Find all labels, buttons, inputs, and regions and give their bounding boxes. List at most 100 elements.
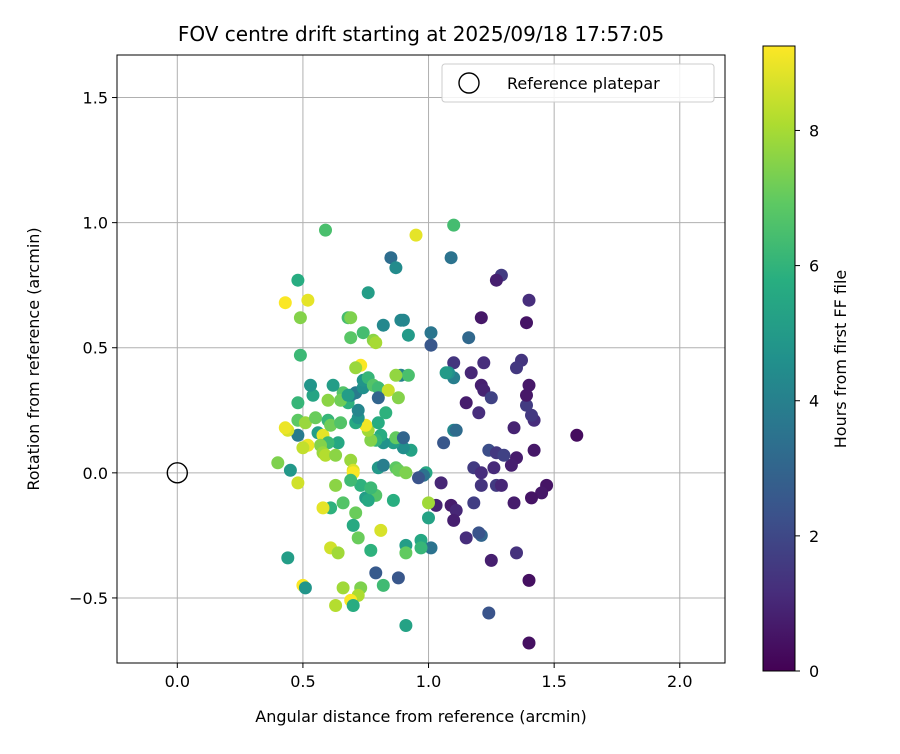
scatter-point bbox=[520, 388, 533, 402]
scatter-point bbox=[396, 431, 410, 445]
scatter-point bbox=[444, 251, 458, 265]
scatter-point bbox=[449, 423, 463, 437]
scatter-point bbox=[329, 478, 343, 492]
scatter-point bbox=[351, 403, 365, 417]
scatter-point bbox=[489, 273, 503, 287]
scatter-point bbox=[271, 456, 285, 470]
scatter-point bbox=[422, 511, 435, 525]
scatter-point bbox=[306, 388, 320, 402]
scatter-point bbox=[336, 581, 350, 595]
scatter-point bbox=[484, 553, 498, 567]
x-tick-label: 1.5 bbox=[541, 672, 566, 691]
scatter-point bbox=[344, 473, 358, 487]
scatter-point bbox=[520, 316, 533, 330]
scatter-point bbox=[291, 476, 305, 490]
scatter-point bbox=[364, 543, 378, 557]
x-tick-label: 0.5 bbox=[290, 672, 315, 691]
scatter-point bbox=[472, 526, 486, 540]
scatter-point bbox=[424, 541, 438, 555]
scatter-point bbox=[316, 501, 330, 515]
scatter-point bbox=[379, 406, 393, 420]
scatter-point bbox=[309, 411, 322, 425]
colorbar-tick-label: 0 bbox=[809, 662, 819, 681]
scatter-point bbox=[351, 531, 365, 545]
y-tick-label: 1.0 bbox=[83, 214, 108, 233]
legend: Reference platepar bbox=[441, 63, 715, 103]
scatter-point bbox=[439, 366, 453, 380]
y-tick-label: 0.0 bbox=[83, 464, 108, 483]
scatter-point bbox=[374, 523, 388, 537]
plot-frame bbox=[116, 54, 726, 664]
scatter-point bbox=[424, 326, 438, 340]
scatter-point bbox=[510, 361, 523, 375]
scatter-point bbox=[447, 356, 461, 370]
y-axis-label: Rotation from reference (arcmin) bbox=[24, 227, 43, 490]
scatter-point bbox=[326, 378, 340, 392]
scatter-point bbox=[422, 496, 435, 510]
scatter-point bbox=[401, 368, 415, 382]
colorbar-tick-label: 6 bbox=[809, 257, 819, 276]
scatter-point bbox=[414, 541, 428, 555]
scatter-point bbox=[361, 286, 375, 300]
reference-platepar-marker bbox=[166, 462, 188, 484]
scatter-point bbox=[507, 496, 521, 510]
scatter-point bbox=[504, 458, 518, 472]
scatter-point bbox=[401, 328, 415, 342]
scatter-point bbox=[293, 348, 307, 362]
data-points bbox=[271, 218, 584, 650]
scatter-point bbox=[472, 406, 486, 420]
scatter-point bbox=[319, 223, 332, 237]
scatter-point bbox=[278, 296, 292, 310]
scatter-point bbox=[384, 251, 398, 265]
scatter-point bbox=[369, 566, 383, 580]
scatter-point bbox=[522, 636, 536, 650]
scatter-point bbox=[494, 478, 508, 492]
scatter-point bbox=[447, 513, 461, 527]
scatter-point bbox=[331, 546, 345, 560]
scatter-point bbox=[399, 466, 413, 480]
scatter-point bbox=[344, 311, 358, 325]
scatter-point bbox=[344, 331, 358, 345]
scatter-point bbox=[484, 391, 498, 405]
colorbar-label: Hours from first FF file bbox=[831, 270, 850, 449]
scatter-point bbox=[336, 496, 350, 510]
scatter-point bbox=[329, 448, 343, 462]
scatter-point bbox=[389, 261, 403, 275]
legend-label-reference: Reference platepar bbox=[507, 74, 660, 93]
scatter-point bbox=[522, 378, 536, 392]
scatter-point bbox=[434, 476, 448, 490]
scatter-point bbox=[391, 571, 405, 585]
reference-marker-group bbox=[166, 462, 188, 484]
scatter-point bbox=[371, 391, 385, 405]
scatter-point bbox=[459, 531, 473, 545]
scatter-point bbox=[474, 311, 488, 325]
scatter-point bbox=[321, 393, 335, 407]
scatter-point bbox=[449, 503, 463, 517]
scatter-point bbox=[389, 368, 403, 382]
scatter-point bbox=[291, 396, 305, 410]
scatter-point bbox=[344, 453, 358, 467]
scatter-point bbox=[391, 391, 405, 405]
scatter-point bbox=[474, 478, 488, 492]
scatter-point bbox=[522, 573, 536, 587]
scatter-point bbox=[376, 578, 390, 592]
scatter-point bbox=[527, 443, 541, 457]
scatter-point bbox=[349, 506, 363, 520]
scatter-point bbox=[376, 318, 390, 332]
scatter-point bbox=[510, 546, 523, 560]
scatter-point bbox=[324, 418, 338, 432]
scatter-point bbox=[447, 218, 461, 232]
scatter-point bbox=[354, 478, 368, 492]
scatter-point bbox=[497, 448, 511, 462]
x-axis-label: Angular distance from reference (arcmin) bbox=[255, 707, 586, 726]
scatter-point bbox=[346, 599, 360, 612]
y-tick-label: 1.5 bbox=[83, 89, 108, 108]
colorbar-tick-label: 4 bbox=[809, 392, 819, 411]
legend-box bbox=[441, 63, 715, 103]
scatter-point bbox=[364, 433, 378, 447]
scatter-point bbox=[349, 361, 363, 375]
scatter-point bbox=[381, 383, 395, 397]
scatter-point bbox=[281, 551, 295, 565]
scatter-point bbox=[525, 491, 538, 505]
